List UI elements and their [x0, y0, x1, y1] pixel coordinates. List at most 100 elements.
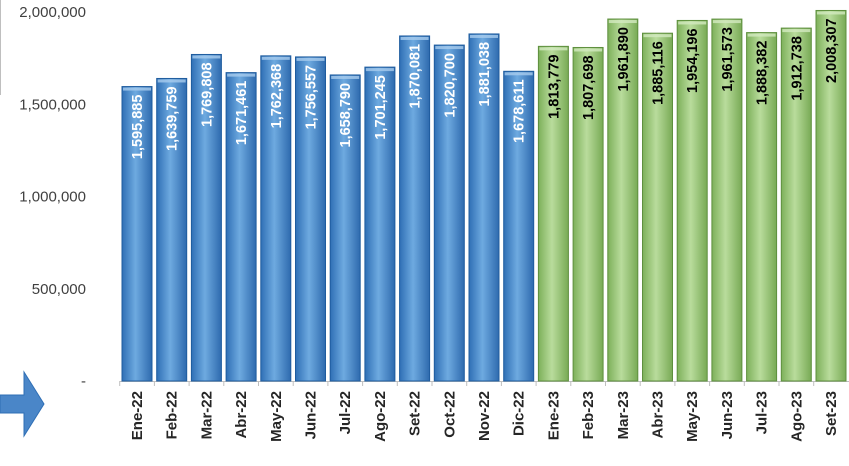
bar-value-label: 1,701,245	[373, 75, 389, 140]
bar-highlight	[192, 55, 221, 59]
bar-value-label: 1,820,700	[442, 53, 458, 118]
bar-group: 1,961,573	[711, 18, 743, 382]
bars: 1,595,885 1,639,759 1,769,808 1,671,461 1,76…	[121, 9, 847, 382]
bar-value-label: 1,658,790	[338, 83, 354, 148]
bar-highlight	[712, 20, 741, 24]
x-tick-label: Set-23	[823, 391, 840, 436]
bar-value-label: 1,813,779	[546, 54, 562, 119]
x-tick-label: Jul-22	[337, 391, 354, 434]
bar-highlight	[470, 34, 498, 38]
bar-highlight	[678, 21, 707, 25]
bar-highlight	[261, 56, 290, 60]
bar	[121, 86, 153, 382]
bar-value-label: 1,671,461	[234, 81, 250, 146]
bar-value-label: 1,595,885	[130, 95, 146, 160]
y-tick-label: 500,000	[32, 281, 86, 298]
x-tick-label: Oct-22	[441, 391, 458, 438]
bar	[676, 19, 708, 382]
bar-value-label: 1,954,196	[685, 28, 701, 93]
bar-value-label: 1,769,808	[199, 62, 215, 127]
bar	[642, 32, 673, 382]
bar-highlight	[227, 73, 256, 77]
bar-highlight	[747, 33, 776, 37]
bar-group: 1,912,738	[780, 27, 812, 382]
bar-highlight	[782, 29, 811, 33]
y-tick-label: -	[81, 373, 86, 390]
bar	[364, 66, 396, 382]
bar-group: 1,595,885	[121, 86, 153, 382]
bar	[225, 72, 257, 382]
bar-value-label: 2,008,307	[824, 18, 840, 83]
x-tick-label: Feb-23	[580, 391, 597, 439]
x-tick-label: Set-22	[407, 391, 424, 436]
bar	[537, 45, 569, 382]
x-tick-label: Nov-22	[476, 391, 493, 441]
bar-group: 1,671,461	[225, 72, 257, 382]
x-tick-label: Abr-23	[650, 391, 667, 439]
x-tick-label: Jul-23	[754, 391, 771, 434]
bar	[190, 53, 222, 382]
bar-value-label: 1,762,368	[269, 64, 285, 129]
bar-value-label: 1,885,116	[651, 41, 667, 105]
bar	[468, 33, 500, 382]
y-tick-label: 1,000,000	[19, 189, 86, 206]
bar	[607, 18, 639, 382]
bar-group: 1,762,368	[260, 55, 292, 382]
x-tick-label: Jun-23	[719, 391, 736, 439]
bar-highlight	[435, 46, 464, 50]
bar-group: 2,008,307	[815, 9, 847, 382]
bar-group: 1,701,245	[364, 66, 396, 382]
bar-group: 1,820,700	[433, 44, 465, 382]
bar	[711, 18, 743, 382]
x-tick-label: Jun-22	[303, 391, 320, 439]
bar	[572, 46, 604, 382]
bar	[503, 70, 535, 382]
bar-group: 1,870,081	[399, 35, 431, 382]
x-tick-label: May-23	[684, 391, 701, 442]
bar-group: 1,813,779	[537, 45, 569, 382]
right-arrow-icon	[0, 370, 45, 438]
bar	[399, 35, 431, 382]
bar-group: 1,888,382	[746, 32, 778, 382]
x-tick-label: Ene-22	[129, 391, 146, 440]
x-tick-label: Ene-23	[545, 391, 562, 440]
bar-value-label: 1,807,698	[581, 55, 597, 120]
bar-highlight	[296, 57, 325, 61]
x-tick-label: Mar-23	[615, 391, 632, 439]
bar-highlight	[539, 47, 568, 51]
bar	[746, 32, 778, 382]
bar-highlight	[157, 79, 186, 83]
bar	[780, 27, 812, 382]
bar-highlight	[643, 34, 672, 38]
bar-value-label: 1,961,573	[720, 27, 736, 92]
y-tick-label: 1,500,000	[19, 96, 86, 113]
bar-value-label: 1,888,382	[755, 41, 771, 106]
bar-value-label: 1,639,759	[165, 86, 181, 151]
bar-highlight	[504, 72, 533, 76]
bar	[433, 44, 465, 382]
bar-value-label: 1,870,081	[408, 44, 424, 109]
x-tick-label: Feb-22	[164, 391, 181, 439]
y-axis-ticks: - 500,000 1,000,000 1,500,000 2,000,000	[19, 4, 86, 390]
bar-highlight	[400, 36, 429, 40]
bar-highlight	[608, 20, 637, 24]
bar-group: 1,678,611	[503, 70, 535, 382]
bar-value-label: 1,756,557	[304, 65, 320, 130]
bar-highlight	[574, 48, 603, 52]
bar	[156, 77, 188, 382]
x-tick-label: Ago-23	[788, 391, 805, 442]
bar	[329, 74, 361, 382]
bar-highlight	[123, 87, 151, 91]
bar-group: 1,954,196	[676, 19, 708, 382]
bar-group: 1,961,890	[607, 18, 639, 382]
bar-value-label: 1,961,890	[616, 27, 632, 92]
bar-group: 1,881,038	[468, 33, 500, 382]
bar	[295, 56, 326, 382]
x-tick-label: May-22	[268, 391, 285, 442]
bar-value-label: 1,881,038	[477, 42, 493, 107]
bar-highlight	[365, 68, 394, 72]
bar	[815, 9, 847, 382]
bar-value-label: 1,678,611	[512, 79, 528, 143]
bar	[260, 55, 292, 382]
